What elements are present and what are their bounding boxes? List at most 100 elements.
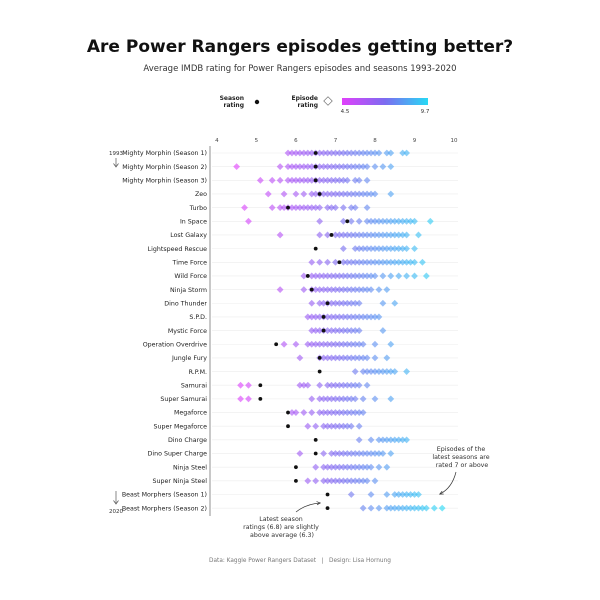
episode-point — [308, 327, 316, 334]
x-tick-label: 5 — [255, 138, 259, 144]
season-point — [294, 465, 298, 470]
episode-point — [367, 504, 375, 512]
episode-point — [343, 313, 351, 321]
episode-point — [292, 340, 300, 348]
episode-point — [328, 204, 335, 212]
episode-point — [343, 354, 351, 362]
episode-point — [399, 436, 407, 444]
episode-point — [363, 463, 371, 471]
episode-point — [343, 231, 351, 239]
episode-point — [399, 149, 407, 157]
row-label: Turbo — [189, 205, 207, 212]
episode-point — [359, 286, 367, 293]
season-point — [325, 492, 330, 497]
episode-point — [324, 231, 331, 239]
episode-point — [328, 381, 335, 389]
episode-point — [304, 149, 312, 157]
episode-point — [343, 340, 351, 348]
season-point — [305, 274, 310, 278]
episode-point — [316, 395, 324, 403]
episode-point — [312, 190, 320, 198]
row-labels: Mighty Morphin (Season 1) Mighty Morphin … — [122, 150, 208, 512]
row-label: Mighty Morphin (Season 2) — [122, 164, 207, 171]
episode-point — [320, 190, 327, 198]
episode-point — [399, 231, 407, 239]
episode-point — [343, 163, 351, 171]
episode-point — [332, 340, 339, 348]
episode-point — [296, 354, 304, 362]
row-label: Lost Galaxy — [170, 232, 207, 239]
episode-point — [411, 258, 418, 266]
episode-point — [332, 272, 339, 280]
legend-season-marker — [254, 99, 260, 105]
episode-point — [336, 463, 343, 471]
episode-point — [312, 272, 320, 280]
episode-point — [355, 409, 363, 416]
episode-point — [339, 340, 347, 348]
episode-point — [387, 258, 395, 266]
season-point — [317, 356, 322, 360]
episode-point — [355, 381, 363, 389]
episode-point — [320, 477, 327, 485]
annotation-right-text: Episodes of the latest seasons are rated… — [432, 446, 491, 469]
episode-point — [355, 313, 363, 321]
episode-point — [312, 286, 320, 293]
episode-point — [336, 163, 343, 171]
episode-point — [375, 217, 383, 225]
episode-point — [300, 409, 308, 416]
episode-point — [296, 381, 304, 389]
episode-point — [395, 231, 403, 239]
season-point — [274, 342, 279, 347]
episode-point — [296, 149, 304, 157]
episode-point — [383, 149, 391, 157]
episode-point — [387, 395, 395, 403]
episode-point — [339, 204, 347, 212]
episode-point — [316, 149, 324, 157]
episode-point — [339, 409, 347, 416]
episode-point — [316, 409, 324, 416]
episode-point — [379, 327, 387, 334]
episode-point — [347, 258, 355, 266]
episode-point — [391, 436, 399, 444]
episode-point — [336, 354, 343, 362]
episode-point — [351, 163, 359, 171]
episode-point — [304, 176, 312, 184]
annotation-right-arrow — [440, 471, 457, 494]
episode-point — [332, 204, 339, 212]
episode-point — [336, 450, 343, 457]
row-label: Super Ninja Steel — [153, 478, 208, 485]
episode-point — [359, 340, 367, 348]
episode-point — [332, 299, 339, 307]
episode-point — [328, 409, 335, 416]
row-label: Samurai — [181, 382, 207, 389]
episode-point — [324, 163, 331, 171]
episode-point — [343, 299, 351, 307]
episode-point — [320, 395, 327, 403]
episode-point — [320, 163, 327, 171]
season-point — [294, 478, 298, 483]
episode-point — [422, 272, 430, 280]
episode-point — [339, 272, 347, 280]
episode-point — [351, 395, 359, 403]
episode-point — [332, 463, 339, 471]
episode-point — [343, 286, 351, 293]
row-label: Wild Force — [174, 273, 207, 280]
episode-point — [375, 286, 383, 293]
episode-point — [363, 313, 371, 321]
episode-point — [324, 381, 331, 389]
episode-point — [403, 245, 411, 253]
episode-point — [379, 245, 387, 253]
episode-point — [328, 313, 335, 321]
episode-point — [367, 450, 375, 457]
episode-point — [363, 190, 371, 198]
season-point — [313, 451, 318, 456]
episode-point — [359, 409, 367, 416]
episode-point — [415, 231, 422, 239]
episode-point — [343, 422, 351, 430]
season-point — [337, 260, 342, 265]
episode-point — [324, 272, 331, 280]
episode-point — [415, 504, 422, 512]
legend-min-label: 4.5 — [341, 109, 350, 115]
x-tick-label: 9 — [413, 138, 417, 144]
episode-points — [233, 149, 446, 512]
